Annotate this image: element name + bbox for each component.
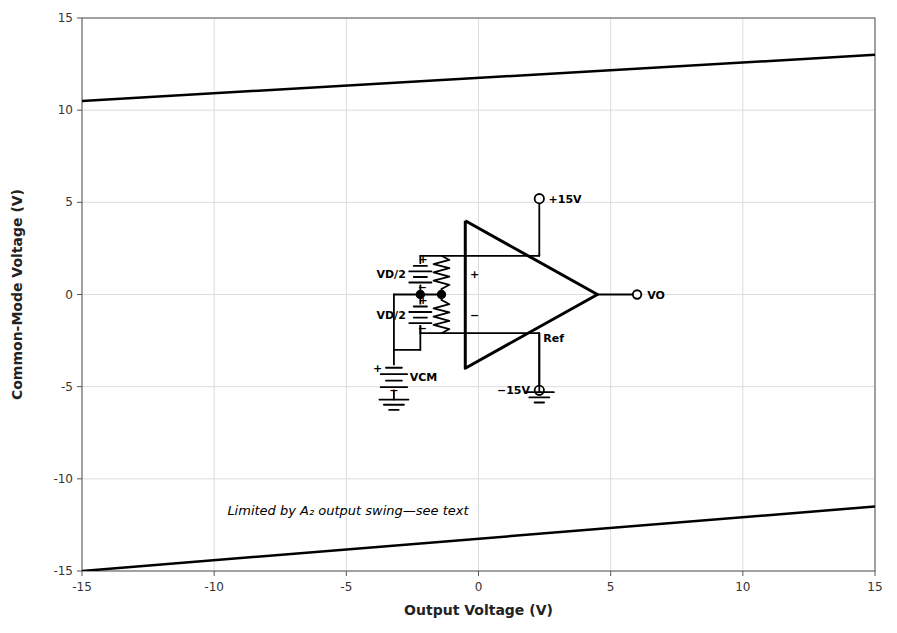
circuit-wire [381,373,407,375]
tick-mark [77,478,82,479]
circuit-wire [441,332,539,334]
tick-mark [77,202,82,203]
tick-mark [478,571,479,576]
tick-label: 5 [65,195,73,209]
tick-mark [77,386,82,387]
tick-mark [77,18,82,19]
tick-mark [610,571,611,576]
grid-line [82,478,875,479]
x-axis-label: Output Voltage (V) [404,602,553,618]
circuit-wire [414,276,427,278]
circuit-label: VD/2 [376,268,405,281]
tick-mark [77,294,82,295]
tick-label: -5 [340,580,352,594]
circuit-wire [538,254,540,256]
circuit-label: + [373,362,382,375]
tick-label: 0 [65,288,73,302]
boundary-line [82,506,875,571]
grid-line [82,386,875,387]
circuit-wire [441,255,539,257]
y-axis-label: Common-Mode Voltage (V) [9,189,25,400]
circuit-wire [394,349,420,351]
series-group [82,55,875,571]
tick-mark [742,571,743,576]
tick-mark [82,571,83,576]
circuit-wire [414,317,427,319]
tick-label: 15 [867,580,882,594]
tick-mark [77,571,82,572]
circuit-label: VD/2 [376,309,405,322]
circuit-wire [386,380,402,382]
annotations: Limited by A₂ output swing—see text+−+15… [227,193,664,518]
circuit-wire [409,311,431,313]
tick-mark [346,571,347,576]
tick-label: 10 [58,103,73,117]
tick-label: -15 [53,564,73,578]
chart: -15 -10 -5 0 5 10 15 -15 -10 -5 0 5 10 15 Output Volta… [0,0,897,633]
tick-mark [875,571,876,576]
circuit-wire [384,404,404,406]
grid-line [82,202,875,203]
grid [82,18,875,571]
circuit-label: VO [647,289,665,302]
circuit-terminal [633,290,641,298]
tick-label: -10 [204,580,224,594]
circuit-wire [538,199,540,254]
circuit-label: + [418,294,427,307]
circuit-wire [529,396,549,398]
tick-label: -15 [72,580,92,594]
tick-label: -5 [61,380,73,394]
annotation: Limited by A₂ output swing—see text [227,503,469,518]
circuit-label: − [389,384,398,397]
tick-label: 10 [735,580,750,594]
circuit-wire [379,399,408,401]
circuit-label: − [418,281,427,294]
circuit-label: +15V [549,193,583,206]
circuit-label: + [418,253,427,266]
tick-label: 0 [475,580,483,594]
tick-mark [214,571,215,576]
circuit-wire [389,409,399,411]
circuit-wire [597,294,637,296]
circuit-wire [535,402,545,404]
tick-label: 15 [58,11,73,25]
tick-label: -10 [53,472,73,486]
circuit-wire [393,295,395,365]
grid-line [82,294,875,295]
circuit-label: Ref [543,332,564,345]
circuit-label: VCM [410,371,438,384]
grid-line [82,110,875,111]
tick-mark [77,110,82,111]
circuit-wire [465,221,597,368]
circuit-wire [394,294,420,296]
plot-area [82,18,875,571]
circuit-wire [434,300,450,333]
plot-frame [82,18,875,571]
circuit-label: + [470,268,479,281]
circuit-wire [409,271,431,273]
circuit-diagram [379,194,641,410]
circuit-label: − [418,322,427,335]
circuit-wire [434,256,450,289]
boundary-line [82,55,875,101]
circuit-wire [538,333,540,335]
circuit-label: − [470,309,479,322]
circuit-wire [538,335,540,392]
circuit-label: −15V [497,384,531,397]
circuit-terminal [535,194,544,203]
circuit-wire [386,367,402,369]
tick-label: 5 [607,580,615,594]
